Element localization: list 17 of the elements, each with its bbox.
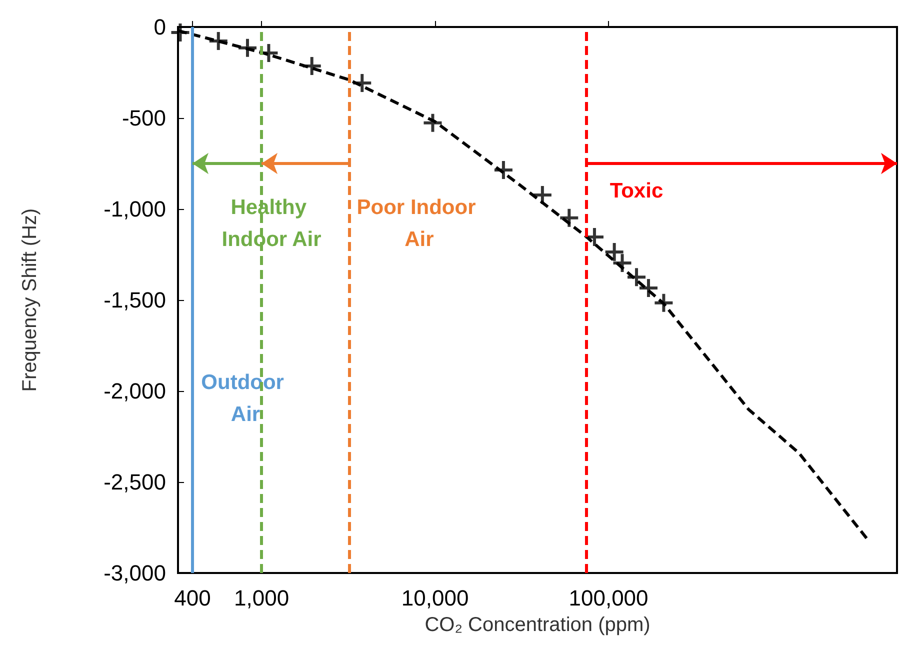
y-tick-label: -500 bbox=[122, 106, 166, 130]
y-tick-label: -1,000 bbox=[104, 196, 166, 222]
y-tick-label: -2,000 bbox=[104, 378, 166, 404]
ref-line-label: Toxic bbox=[610, 179, 664, 202]
x-tick-label: 10,000 bbox=[401, 586, 469, 610]
y-axis-title: Frequency Shift (Hz) bbox=[19, 208, 41, 392]
y-tick-label: 0 bbox=[154, 14, 166, 40]
x-axis-title: CO₂ Concentration (ppm) bbox=[424, 614, 650, 636]
ref-line-label: Poor Indoor Air bbox=[356, 196, 482, 252]
y-tick-label: -2,500 bbox=[104, 470, 166, 494]
x-tick-label: 400 bbox=[174, 586, 211, 610]
ref-line-label: Outdoor Air bbox=[201, 370, 290, 426]
x-tick-label: 100,000 bbox=[568, 586, 648, 610]
ref-line-label: Healthy Indoor Air bbox=[222, 196, 322, 252]
y-tick-label: -1,500 bbox=[104, 288, 166, 312]
y-tick-label: -3,000 bbox=[104, 560, 166, 586]
x-tick-label: 1,000 bbox=[234, 586, 290, 610]
